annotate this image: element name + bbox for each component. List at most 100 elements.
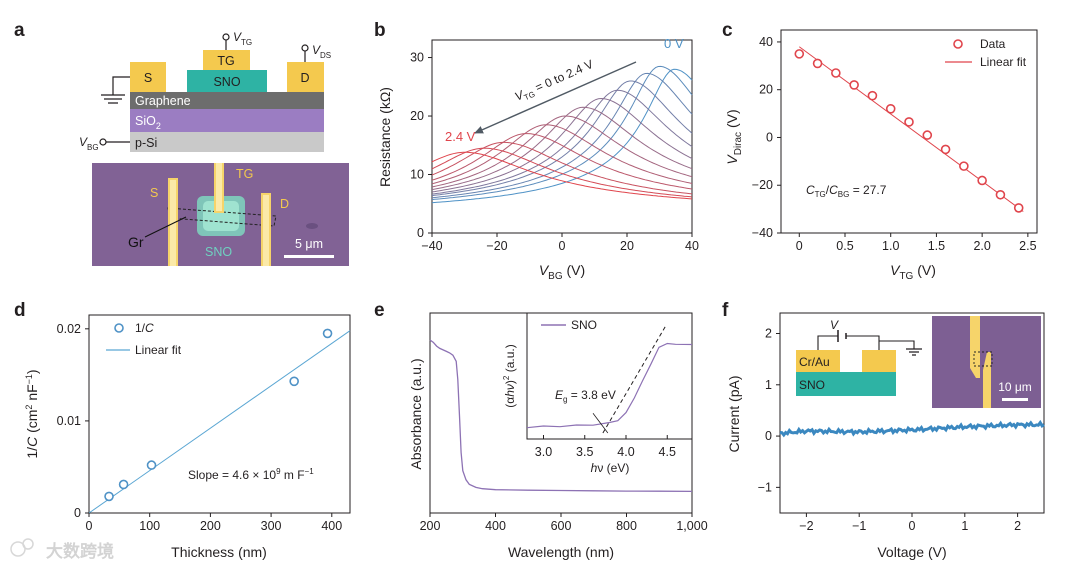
panel-c-point <box>959 161 969 171</box>
panel-c-point <box>849 80 859 90</box>
f-micro-scale-bar <box>1002 398 1028 401</box>
battery-icon <box>837 330 847 342</box>
panel-c-annotation: CTG/CBG = 27.7 <box>806 183 887 199</box>
panel-c-xtick-label: 0 <box>796 239 803 253</box>
panel-f-xtick-label: 1 <box>961 519 968 533</box>
ground-icon <box>101 94 125 104</box>
sio2-layer <box>130 109 324 132</box>
panel-c-xtick-label: 2.5 <box>1019 239 1036 253</box>
panel-c-point <box>812 58 823 69</box>
graphene-layer <box>130 92 324 109</box>
panel-e-ticks: 200 400 600 800 1,000 <box>420 513 708 533</box>
panel-e-xtick-label: 400 <box>485 519 506 533</box>
panel-e-inset-xtick-label: 3.5 <box>576 445 593 459</box>
panel-e-inset-eg-pointer <box>592 412 609 434</box>
panel-c-legend-fit: Linear fit <box>980 55 1027 69</box>
panel-b-ticks: −40 −20 0 20 40 0 10 20 30 <box>410 51 699 253</box>
panel-e-inset-eg: Eg = 3.8 eV <box>555 388 616 404</box>
panel-b-series-2 <box>431 141 693 195</box>
panel-b-ytick-label: 30 <box>410 51 424 65</box>
panel-c-legend-data-marker <box>953 39 963 49</box>
panel-f-chart: −2 −1 0 1 2 −1 0 1 2 Voltage (V) Current (pA) Cr… <box>726 312 1045 560</box>
panel-c-frame <box>780 29 1038 234</box>
panel-b-chart: −40 −20 0 20 40 0 10 20 30 VBG (V) Resistance (k… <box>377 36 699 282</box>
panel-b-series-1.8 <box>431 133 693 190</box>
label-sno: SNO <box>213 75 240 89</box>
panel-d-frame <box>88 314 351 514</box>
panel-label-c: c <box>722 20 733 41</box>
circuit-sno <box>796 372 896 396</box>
panel-b-xtick-label: 20 <box>620 239 634 253</box>
panel-c-point <box>831 68 841 78</box>
drain-contact <box>287 62 324 92</box>
panel-b-xtick-label: 0 <box>559 239 566 253</box>
label-sio2: SiO2 <box>135 114 161 131</box>
panel-f-xtick-label: 2 <box>1014 519 1021 533</box>
panel-b-series-2.4 <box>431 151 693 200</box>
panel-c-xtick-label: 1.5 <box>928 239 945 253</box>
panel-e-xtick-label: 200 <box>420 519 441 533</box>
panel-f-ytick-label: 1 <box>765 378 772 392</box>
f-micro-electrode-right <box>983 370 991 408</box>
panel-e-inset-xtick-label: 3.0 <box>535 445 552 459</box>
panel-c-ytick-label: −20 <box>752 178 773 192</box>
panel-e-marks <box>429 339 693 493</box>
panel-e-inset-legend: SNO <box>571 318 597 332</box>
panel-c-marks <box>794 46 1024 213</box>
panel-b-end-label: 2.4 V <box>445 129 476 144</box>
panel-e-ylabel: Absorbance (a.u.) <box>408 358 424 469</box>
panel-d-chart: 0 100 200 300 400 0 0.01 0.02 Thickness (nm) 1/… <box>24 314 351 560</box>
psi-layer <box>130 132 324 152</box>
panel-d-ticks: 0 100 200 300 400 0 0.01 0.02 <box>57 322 343 533</box>
panel-b-xtick-label: 40 <box>685 239 699 253</box>
panel-c-ytick-label: −40 <box>752 226 773 240</box>
panel-b-series-1.4 <box>431 115 693 188</box>
panel-e-xlabel: Wavelength (nm) <box>508 544 614 560</box>
panel-b-series-0.4 <box>431 72 693 199</box>
panel-f-micrograph-inset: 10 μm <box>932 316 1041 408</box>
panel-c-point <box>1013 203 1024 213</box>
panel-c-point <box>867 90 878 101</box>
panel-b-ytick-label: 10 <box>410 168 424 182</box>
vbg-label: VBG <box>79 135 99 152</box>
panel-c-legend-data: Data <box>980 37 1006 51</box>
panel-d-legend-data: 1/C <box>135 321 154 335</box>
panel-f-xtick-label: −1 <box>852 519 866 533</box>
panel-f-ticks: −2 −1 0 1 2 −1 0 1 2 <box>758 327 1021 533</box>
panel-c-chart: 0 0.5 1.0 1.5 2.0 2.5 −40 −20 0 20 40 VTG (V) VDir… <box>724 29 1038 282</box>
panel-b-curves <box>431 65 693 204</box>
ground-wire <box>112 76 130 95</box>
panel-c-ytick-label: 20 <box>759 83 773 97</box>
f-micro-scale-label: 10 μm <box>998 380 1032 394</box>
panel-e-absorbance-line <box>429 339 693 493</box>
circuit-left-contact <box>796 350 840 372</box>
vds-label: VDS <box>312 43 331 60</box>
panel-e-xtick-label: 1,000 <box>676 519 707 533</box>
panel-e-inset-line <box>526 342 693 429</box>
panel-e-inset-xtick-label: 4.0 <box>617 445 634 459</box>
panel-e-inset-marks: 3.0 3.5 4.0 4.5 <box>526 325 693 459</box>
circuit-right-contact <box>862 350 896 372</box>
vbg-terminal <box>99 138 107 146</box>
panel-d-xtick-label: 300 <box>261 519 282 533</box>
panel-d-point <box>146 460 157 470</box>
panel-a-micrograph: S TG D SNO Gr 5 μm <box>92 163 349 266</box>
panel-d-xtick-label: 200 <box>200 519 221 533</box>
circuit-crau-label: Cr/Au <box>799 355 830 369</box>
panel-d-xtick-label: 0 <box>86 519 93 533</box>
micro-scale-label: 5 μm <box>295 237 323 251</box>
panel-c-point <box>940 144 951 155</box>
circuit-v-label: V <box>830 318 839 332</box>
ground-icon-f <box>906 348 922 356</box>
panel-f-ytick-label: 0 <box>765 429 772 443</box>
panel-c-ticks: 0 0.5 1.0 1.5 2.0 2.5 −40 −20 0 20 40 <box>752 35 1037 253</box>
f-micro-electrode-left <box>970 316 980 368</box>
panel-c-xtick-label: 0.5 <box>836 239 853 253</box>
panel-b-xtick-label: −40 <box>421 239 442 253</box>
circuit-wires <box>817 335 915 350</box>
panel-c-point <box>904 117 914 127</box>
panel-label-a: a <box>14 20 25 41</box>
panel-f-xtick-label: −2 <box>799 519 813 533</box>
panel-b-ylabel: Resistance (kΩ) <box>377 87 393 187</box>
micro-scale-bar <box>284 255 334 258</box>
